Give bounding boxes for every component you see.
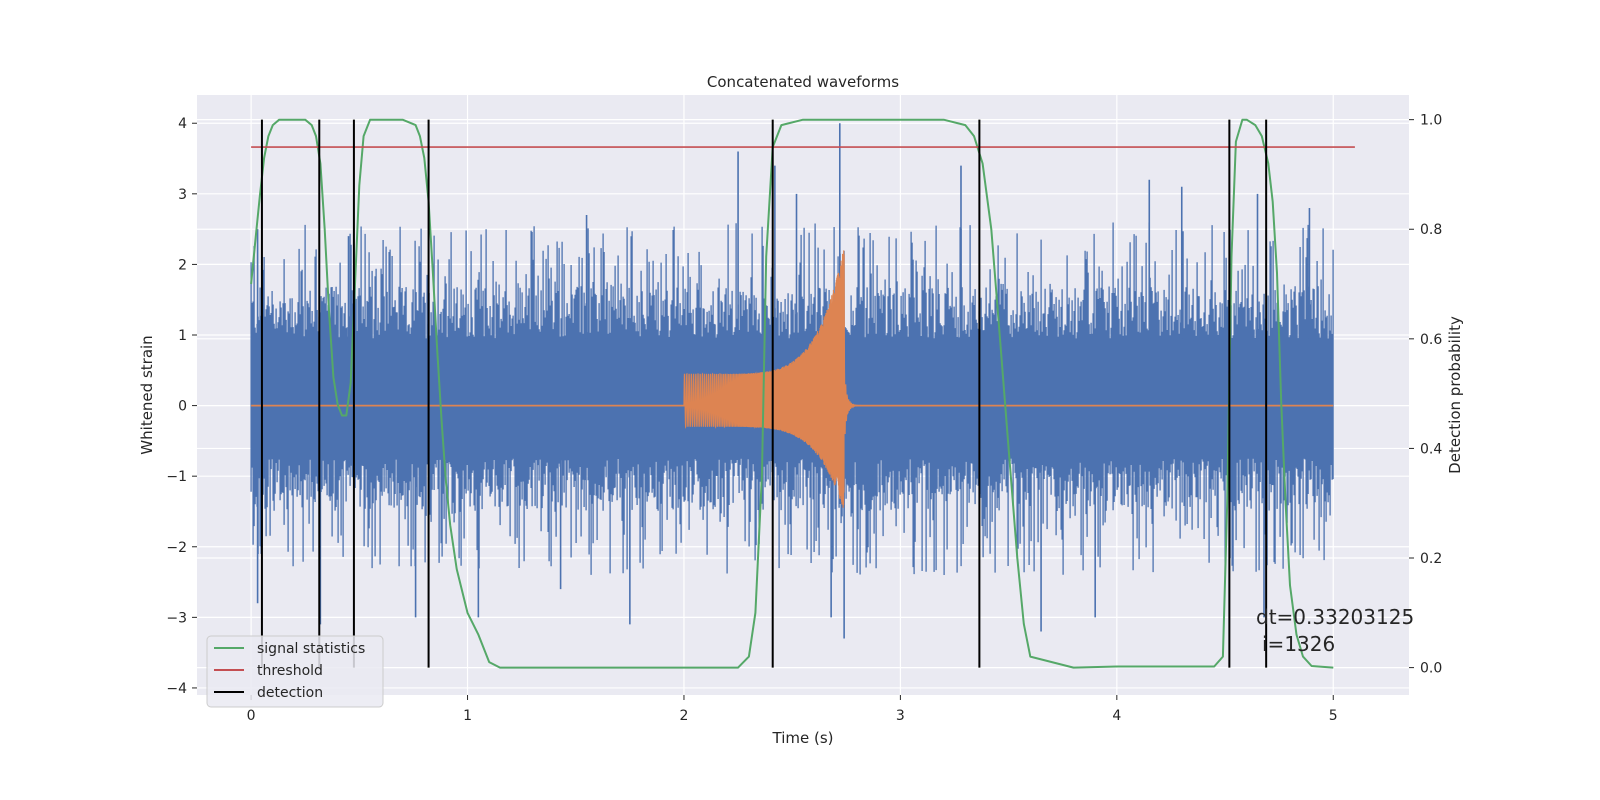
legend-label-detection: detection [257,685,323,701]
x-tick-label: 3 [896,708,905,724]
y-tick-label: −4 [166,681,187,697]
x-tick-label: 4 [1112,708,1121,724]
y2-tick-label: 0.2 [1420,551,1442,567]
axes: 0 1 2 3 4 5 −4 −3 −2 −1 0 1 2 3 4 0.0 0.2 0.4 0.6 0.8 1.0 [166,113,1442,724]
waveform-series [251,250,1334,508]
annotation-dt: dt=0.33203125 [1256,605,1414,629]
legend-label-threshold: threshold [257,663,323,679]
y-tick-label: 0 [178,399,187,415]
x-tick-label: 1 [463,708,472,724]
y2-tick-label: 0.0 [1420,661,1442,677]
y2-tick-label: 0.4 [1420,441,1442,457]
annotation: dt=0.33203125 i=1326 [1256,605,1414,656]
y-axis-label: Whitened strain [138,335,156,454]
y-tick-label: 2 [178,257,187,273]
signal-statistics-series [250,118,1334,669]
y-tick-label: 4 [178,116,187,132]
y2-tick-label: 0.8 [1420,222,1442,238]
chart-title: Concatenated waveforms [707,73,899,91]
y-tick-label: −1 [166,469,187,485]
legend: signal statistics threshold detection [206,635,384,708]
annotation-i: i=1326 [1262,632,1335,656]
x-tick-label: 5 [1329,708,1338,724]
y2-tick-label: 0.6 [1420,332,1442,348]
waveform-chirp [683,250,864,508]
x-axis-label: Time (s) [772,729,834,747]
x-tick-label: 2 [680,708,689,724]
legend-box [206,635,384,708]
y-tick-label: −2 [166,540,187,556]
legend-label-signal-statistics: signal statistics [257,641,365,657]
detection-series [260,119,1268,668]
signal-statistics-line [250,118,1334,669]
x-tick-label: 0 [247,708,256,724]
y-tick-label: 3 [178,187,187,203]
y-tick-label: 1 [178,328,187,344]
y2-tick-label: 1.0 [1420,113,1442,129]
y2-axis-label: Detection probability [1446,316,1464,474]
y-tick-label: −3 [166,610,187,626]
